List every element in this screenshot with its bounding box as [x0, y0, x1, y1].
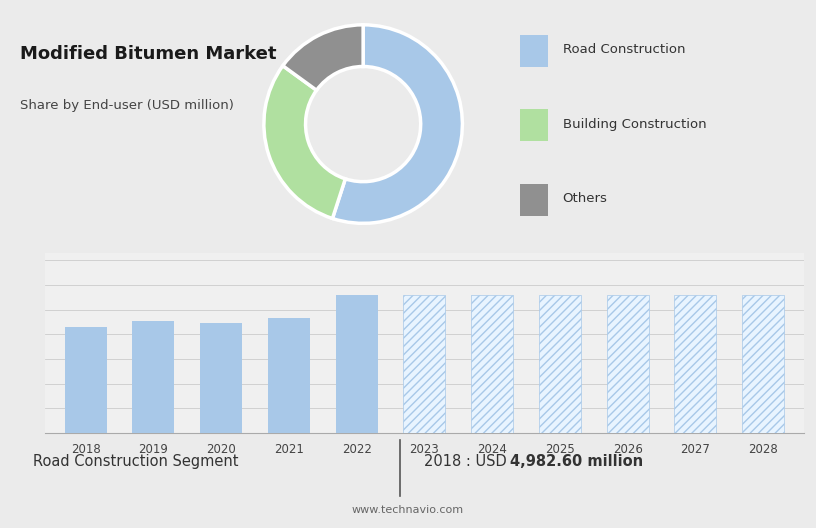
- Text: Others: Others: [563, 192, 607, 205]
- FancyBboxPatch shape: [520, 184, 548, 216]
- Text: 4,982.60 million: 4,982.60 million: [510, 454, 643, 469]
- Wedge shape: [264, 65, 345, 219]
- Text: Road Construction: Road Construction: [563, 43, 685, 56]
- Bar: [403, 295, 446, 433]
- Text: www.technavio.com: www.technavio.com: [352, 505, 464, 514]
- Text: Share by End-user (USD million): Share by End-user (USD million): [20, 99, 234, 112]
- Bar: [471, 295, 513, 433]
- Bar: [268, 318, 310, 433]
- Bar: [742, 295, 784, 433]
- Bar: [64, 327, 107, 433]
- Text: Modified Bitumen Market: Modified Bitumen Market: [20, 45, 277, 63]
- Text: 2018 : USD: 2018 : USD: [424, 454, 512, 469]
- Bar: [606, 295, 649, 433]
- Bar: [674, 295, 716, 433]
- FancyBboxPatch shape: [520, 109, 548, 142]
- Text: Building Construction: Building Construction: [563, 118, 707, 130]
- Wedge shape: [332, 25, 463, 223]
- Bar: [539, 295, 581, 433]
- Bar: [200, 323, 242, 433]
- Text: Road Construction Segment: Road Construction Segment: [33, 454, 238, 469]
- FancyBboxPatch shape: [520, 35, 548, 67]
- Bar: [132, 321, 175, 433]
- Wedge shape: [283, 25, 363, 90]
- Bar: [335, 295, 378, 433]
